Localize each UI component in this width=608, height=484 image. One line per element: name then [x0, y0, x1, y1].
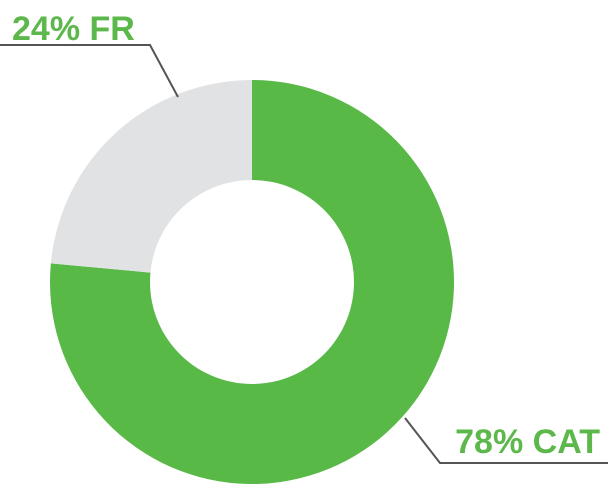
- slice: [50, 80, 253, 273]
- data-label: 24% FR: [12, 10, 135, 48]
- leader-line: [404, 417, 608, 464]
- slices: [49, 80, 455, 484]
- slice: [49, 80, 455, 484]
- data-label: 78% CAT: [455, 423, 600, 461]
- leader-line: [0, 44, 179, 98]
